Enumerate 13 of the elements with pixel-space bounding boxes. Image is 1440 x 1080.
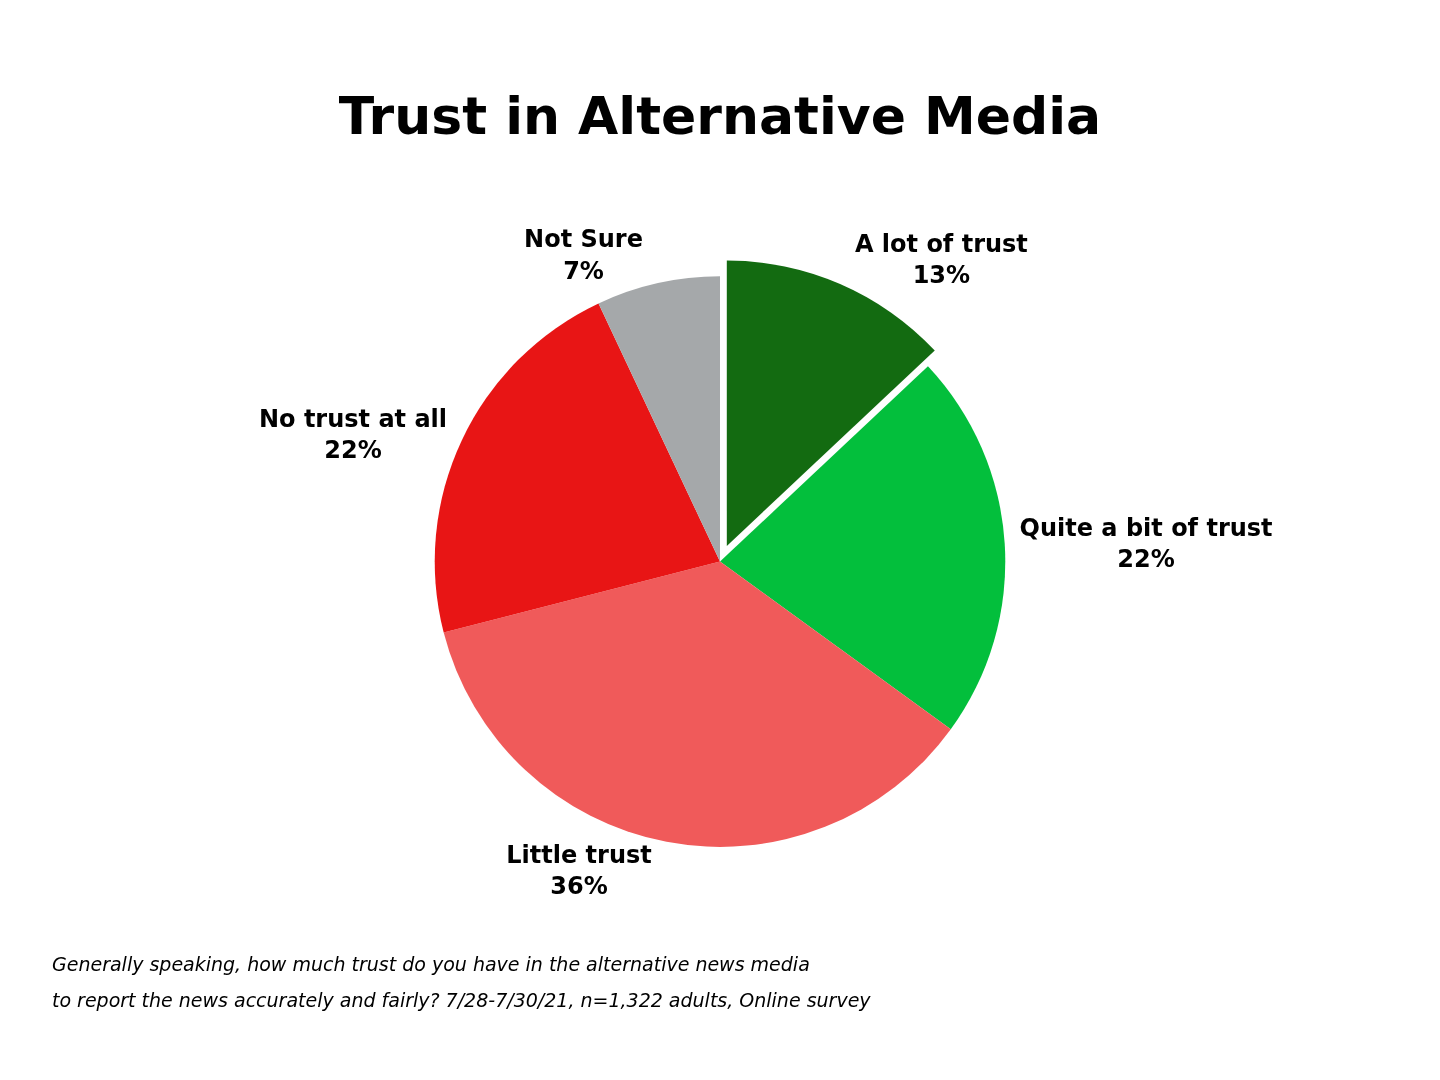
slice-label: Quite a bit of trust bbox=[1019, 513, 1273, 542]
slice-label: No trust at all bbox=[258, 405, 448, 434]
slice-label: Not Sure bbox=[524, 225, 643, 254]
data-label: 22% bbox=[324, 436, 382, 465]
data-label: 7% bbox=[563, 256, 604, 285]
slice-label: A lot of trust bbox=[854, 229, 1028, 258]
slice-label: Little trust bbox=[506, 840, 652, 869]
data-label: 22% bbox=[1117, 545, 1175, 574]
chart-title: Trust in Alternative Media bbox=[338, 85, 1102, 146]
data-label: 13% bbox=[912, 260, 971, 289]
data-label: 36% bbox=[550, 871, 608, 900]
text: to report the news accurately and fairly? 7/28-7/30/21, n=1,322 adults, Online survey bbox=[52, 989, 872, 1011]
text: Generally speaking, how much trust do you have in the alternative news media bbox=[52, 953, 810, 975]
